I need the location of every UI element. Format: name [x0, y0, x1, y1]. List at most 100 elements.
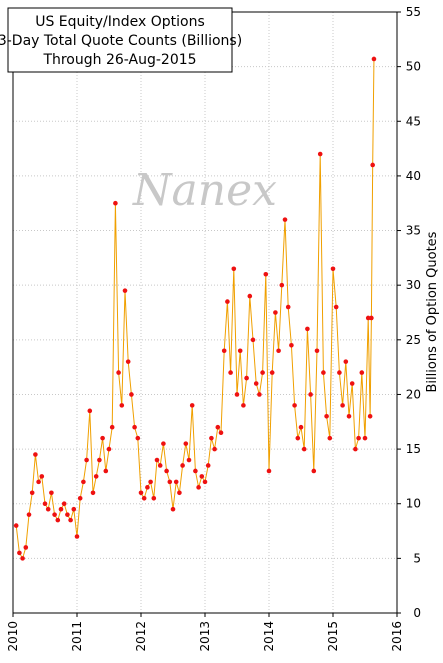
point — [170, 506, 176, 512]
point — [231, 266, 237, 272]
point — [253, 381, 259, 386]
point — [183, 441, 189, 446]
y-tick-label: 5 — [413, 551, 421, 565]
point — [84, 457, 89, 463]
chart-title: Through 26-Aug-2015 — [42, 52, 196, 68]
y-tick-label: 15 — [406, 442, 421, 456]
point — [301, 446, 307, 452]
point — [20, 556, 25, 561]
point — [36, 479, 41, 485]
point — [58, 506, 64, 512]
point — [177, 490, 182, 496]
point — [362, 435, 368, 441]
point — [173, 479, 179, 485]
point — [109, 424, 115, 430]
point — [356, 435, 361, 441]
point — [13, 523, 19, 528]
point — [289, 342, 294, 348]
point — [250, 337, 256, 343]
point — [263, 271, 269, 277]
point — [138, 490, 144, 496]
point — [148, 479, 153, 485]
point — [330, 266, 336, 272]
y-tick-label: 55 — [406, 5, 421, 19]
x-tick-label: 2015 — [326, 621, 340, 652]
point — [340, 403, 345, 408]
y-tick-label: 20 — [406, 387, 421, 401]
point — [77, 495, 83, 501]
point — [370, 162, 375, 168]
point — [45, 506, 51, 512]
chart-title: 3-Day Total Quote Counts (Billions) — [0, 33, 242, 49]
title-box — [7, 7, 233, 73]
point — [209, 435, 214, 441]
point — [17, 550, 22, 556]
y-tick-label: 50 — [406, 60, 421, 74]
point — [74, 534, 80, 539]
point — [42, 501, 48, 507]
point — [333, 304, 339, 310]
point — [247, 293, 253, 299]
point — [61, 501, 67, 507]
point — [196, 485, 201, 490]
point — [164, 468, 169, 474]
point — [151, 495, 157, 501]
y-tick-label: 0 — [413, 606, 421, 620]
point — [193, 468, 198, 474]
y-tick-label: 40 — [406, 169, 421, 183]
point — [353, 446, 358, 452]
chart-title: US Equity/Index Options — [35, 14, 205, 30]
point — [369, 315, 374, 321]
point — [39, 474, 45, 479]
point — [202, 479, 208, 485]
y-tick-label: 25 — [406, 333, 421, 347]
point — [29, 490, 35, 496]
point — [225, 299, 230, 304]
point — [119, 403, 125, 408]
point — [257, 392, 262, 397]
point — [52, 512, 57, 517]
point — [125, 359, 131, 364]
y-axis-label: Billions of Option Quotes — [425, 231, 440, 392]
point — [311, 468, 317, 474]
point — [324, 414, 329, 419]
point — [145, 485, 150, 490]
point — [106, 446, 112, 452]
point — [298, 424, 304, 430]
x-tick-label: 2014 — [262, 621, 276, 652]
point — [100, 435, 105, 441]
point — [55, 517, 61, 523]
point — [234, 392, 240, 397]
y-tick-label: 35 — [406, 224, 421, 238]
point — [269, 370, 275, 375]
point — [327, 435, 333, 441]
x-tick-label: 2013 — [198, 621, 212, 652]
point — [135, 435, 141, 441]
point — [308, 392, 313, 397]
point — [154, 457, 160, 463]
watermark: Nanex — [132, 165, 277, 216]
point — [295, 435, 301, 441]
point — [71, 506, 77, 512]
point — [81, 479, 86, 485]
point — [276, 348, 281, 354]
point — [244, 375, 249, 381]
point — [186, 457, 192, 463]
x-tick-label: 2012 — [134, 621, 148, 652]
point — [359, 370, 365, 375]
point — [113, 200, 118, 206]
point — [103, 468, 109, 474]
point — [321, 370, 326, 375]
point — [26, 512, 32, 517]
line — [15, 58, 375, 560]
point — [285, 304, 291, 310]
x-tick-label: 2010 — [6, 621, 20, 652]
point — [282, 217, 288, 222]
point — [199, 474, 205, 479]
point — [218, 430, 224, 436]
point — [241, 403, 246, 408]
y-tick-label: 10 — [406, 497, 421, 511]
point — [292, 403, 297, 408]
point — [33, 452, 38, 457]
